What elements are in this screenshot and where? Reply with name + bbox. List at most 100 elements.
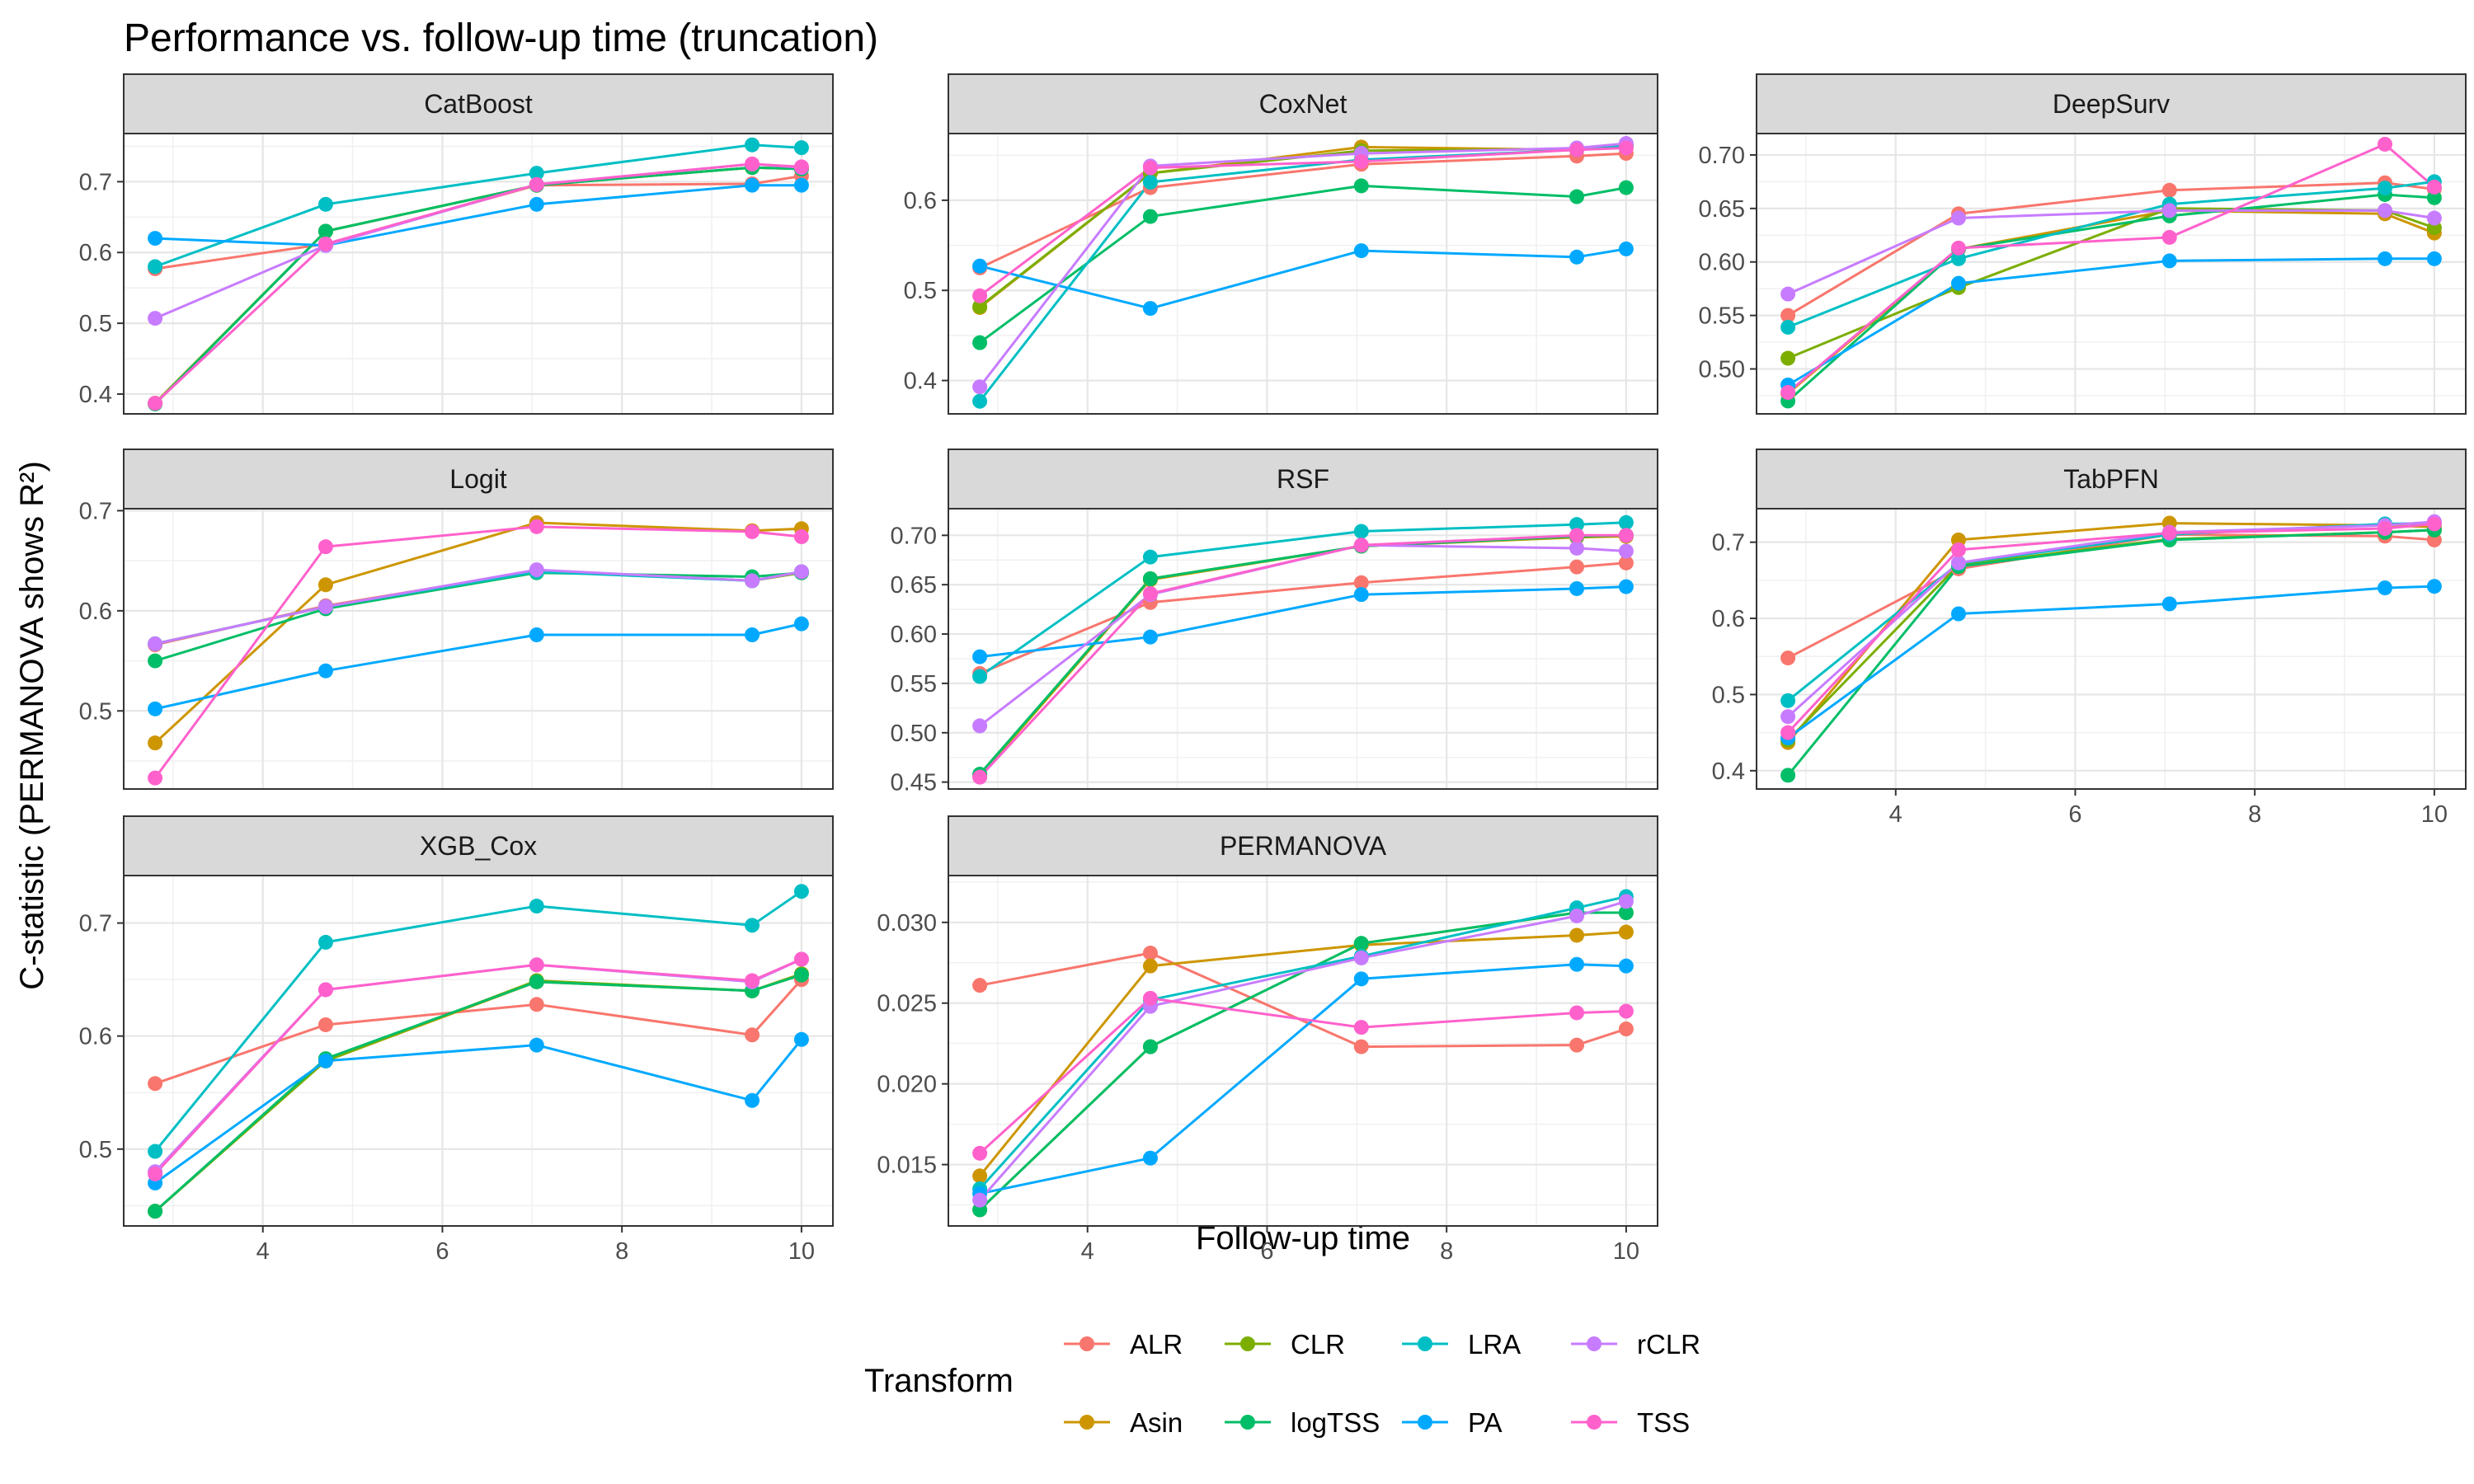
x-tick-label: 6 — [1260, 1238, 1273, 1265]
data-point-alr — [1353, 1039, 1369, 1054]
legend-label: Asin — [1130, 1407, 1183, 1438]
data-point-alr — [1569, 559, 1585, 575]
data-point-asin — [972, 1168, 988, 1184]
data-point-logtss — [793, 967, 809, 983]
data-point-alr — [1142, 946, 1158, 961]
y-axis-title: C-statistic (PERMANOVA shows R²) — [14, 461, 50, 990]
panel-border — [948, 133, 1658, 415]
data-point-rclr — [1780, 286, 1796, 302]
facet-strip — [123, 448, 834, 510]
y-tick-label: 0.6 — [79, 1024, 112, 1050]
data-point-alr — [529, 997, 544, 1012]
data-point-tss — [1353, 153, 1369, 169]
data-point-tss — [2161, 525, 2177, 541]
x-tick-label: 4 — [256, 1238, 270, 1265]
panel-xgb-cox: XGB_Cox 0.5 0.6 0.7 4 6 8 10 — [79, 815, 834, 1265]
x-tick-label: 4 — [1081, 1238, 1094, 1265]
data-point-pa — [1950, 275, 1966, 291]
x-tick-label: 8 — [615, 1238, 628, 1265]
panel-deepsurv: DeepSurv 0.50 0.55 0.60 0.65 0.70 — [1699, 73, 2467, 415]
plot-background — [948, 134, 1658, 414]
data-point-pa — [529, 196, 544, 212]
data-point-pa — [745, 1092, 760, 1108]
data-point-tss — [148, 396, 163, 411]
data-point-logtss — [1142, 571, 1158, 586]
data-point-tss — [2378, 521, 2393, 537]
x-tick-label: 10 — [1613, 1238, 1639, 1265]
data-point-tss — [793, 951, 809, 967]
data-point-tss — [529, 176, 544, 192]
y-tick-label: 0.50 — [891, 721, 937, 747]
data-point-logtss — [972, 335, 988, 350]
data-point-tss — [793, 159, 809, 175]
data-point-rclr — [745, 573, 760, 589]
data-point-lra — [745, 918, 760, 933]
data-point-tss — [745, 973, 760, 989]
data-point-logtss — [529, 974, 544, 989]
facet-strip-label: CoxNet — [1259, 89, 1348, 119]
data-point-lra — [793, 884, 809, 899]
data-point-pa — [793, 616, 809, 632]
data-point-tss — [745, 524, 760, 539]
y-tick-label: 0.6 — [904, 188, 937, 214]
data-point-lra — [793, 140, 809, 156]
data-point-lra — [148, 259, 163, 275]
y-tick-label: 0.55 — [1699, 303, 1745, 330]
data-point-lra — [2378, 181, 2393, 196]
panel-border — [1756, 133, 2467, 415]
y-tick-label: 0.60 — [891, 622, 937, 648]
legend-item-alr: ALR — [1064, 1329, 1183, 1360]
legend-items: ALR Asin CLR logTSS LRA PA rCLR TSS — [1064, 1329, 1700, 1438]
data-point-clr — [972, 298, 988, 314]
panel-coxnet: CoxNet 0.4 0.5 0.6 — [904, 73, 1658, 415]
data-point-rclr — [148, 311, 163, 326]
legend-item-pa: PA — [1402, 1407, 1503, 1438]
data-point-lra — [317, 934, 333, 950]
legend-item-asin: Asin — [1064, 1407, 1183, 1438]
data-point-alr — [1618, 1021, 1634, 1037]
data-point-logtss — [2426, 190, 2442, 205]
y-tick-label: 0.4 — [904, 369, 937, 395]
data-point-lra — [1618, 514, 1634, 530]
data-point-rclr — [1950, 210, 1966, 226]
data-point-tss — [1142, 990, 1158, 1006]
y-tick-label: 0.6 — [1712, 606, 1745, 632]
facet-strip — [1756, 448, 2467, 510]
data-point-logtss — [1569, 189, 1585, 204]
legend-item-tss: TSS — [1571, 1407, 1690, 1438]
data-point-clr — [1780, 350, 1796, 366]
legend-key-point — [1587, 1336, 1602, 1351]
x-tick-label: 6 — [2068, 801, 2081, 828]
data-point-tss — [2426, 179, 2442, 195]
data-point-tss — [317, 982, 333, 998]
data-point-rclr — [1618, 894, 1634, 909]
data-point-pa — [1618, 958, 1634, 974]
y-tick-label: 0.70 — [891, 523, 937, 549]
y-tick-label: 0.65 — [1699, 196, 1745, 223]
data-point-tss — [1780, 725, 1796, 740]
plot-background — [1757, 509, 2466, 789]
plot-background — [124, 509, 833, 789]
y-tick-label: 0.5 — [79, 1137, 112, 1163]
data-point-rclr — [793, 564, 809, 580]
data-point-lra — [1569, 517, 1585, 533]
y-tick-label: 0.45 — [891, 770, 937, 796]
y-tick-label: 0.60 — [1699, 250, 1745, 276]
facet-strip-label: DeepSurv — [2053, 89, 2170, 119]
data-point-pa — [317, 1053, 333, 1068]
panel-permanova: PERMANOVA 0.015 0.020 0.025 0.030 4 6 8 10 — [877, 815, 1658, 1265]
data-point-rclr — [2426, 210, 2442, 226]
legend-title: Transform — [864, 1363, 1014, 1399]
data-point-logtss — [317, 223, 333, 239]
panel-border — [123, 508, 834, 790]
legend-key-point — [1418, 1415, 1432, 1430]
data-point-pa — [2378, 251, 2393, 266]
legend-item-lra: LRA — [1402, 1329, 1521, 1360]
data-point-lra — [1780, 319, 1796, 335]
facet-strip — [948, 448, 1658, 510]
data-point-lra — [148, 1144, 163, 1159]
chart-title: Performance vs. follow-up time (truncati… — [124, 16, 878, 60]
data-point-lra — [317, 196, 333, 212]
legend-item-rclr: rCLR — [1571, 1329, 1700, 1360]
data-point-pa — [148, 231, 163, 247]
